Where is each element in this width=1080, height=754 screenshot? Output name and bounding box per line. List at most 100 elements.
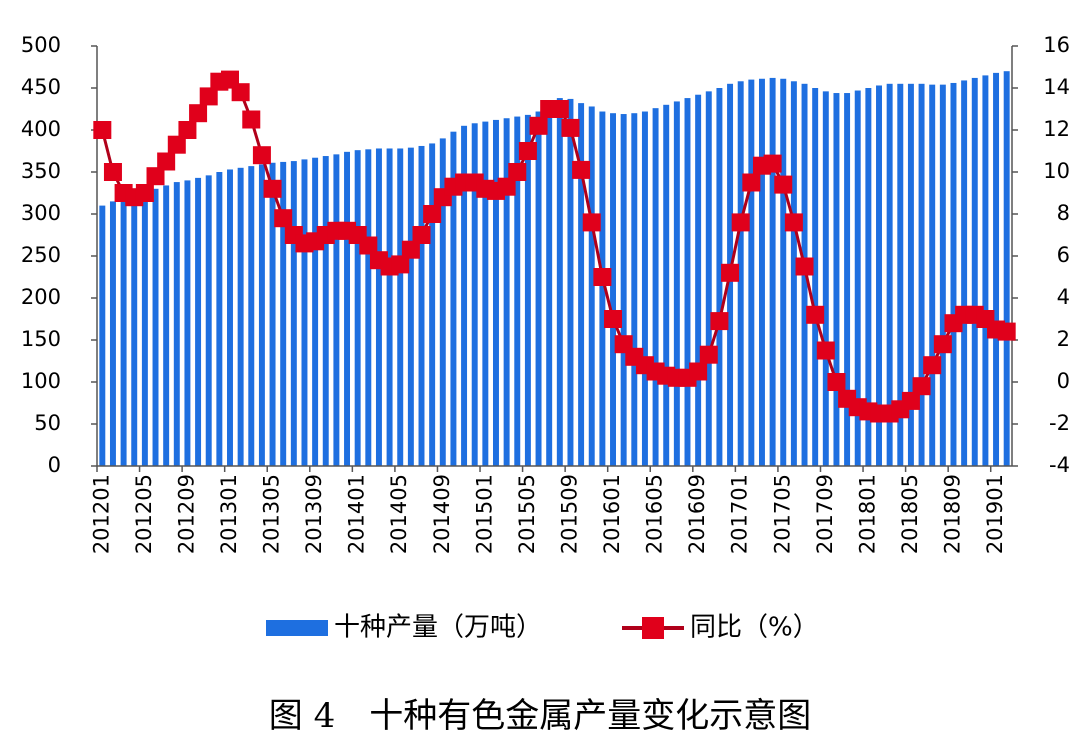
y2-tick-label: 6 xyxy=(1057,243,1070,267)
x-tick-label: 201705 xyxy=(770,474,794,554)
y-tick-label: 50 xyxy=(34,411,61,435)
marker xyxy=(593,268,612,286)
bar xyxy=(152,188,159,467)
marker xyxy=(561,118,580,137)
x-tick-label: 201509 xyxy=(557,474,581,554)
bar xyxy=(173,182,180,466)
y2-tick-label: -4 xyxy=(1049,453,1070,477)
bar xyxy=(556,98,563,466)
bar xyxy=(876,85,882,466)
bar xyxy=(333,154,340,467)
bar xyxy=(971,77,978,467)
marker xyxy=(721,263,740,282)
marker xyxy=(167,135,186,154)
bar xyxy=(514,116,521,466)
bar xyxy=(258,164,265,466)
bar xyxy=(844,93,851,466)
marker xyxy=(582,213,601,232)
bar xyxy=(950,82,957,467)
y-tick-label: 400 xyxy=(21,117,61,141)
x-tick-label: 201805 xyxy=(898,474,922,554)
bar xyxy=(993,72,1000,466)
bar xyxy=(684,98,691,466)
bar xyxy=(833,93,840,466)
marker xyxy=(806,305,825,324)
marker xyxy=(774,175,793,194)
marker xyxy=(263,179,282,198)
marker xyxy=(412,226,431,244)
marker xyxy=(923,356,942,375)
bar xyxy=(907,83,914,467)
marker xyxy=(604,310,623,328)
bar xyxy=(812,88,819,466)
x-tick-label: 201609 xyxy=(685,474,709,554)
bar xyxy=(524,114,531,466)
marker xyxy=(529,116,548,135)
x-tick-label: 201709 xyxy=(813,474,837,554)
bar xyxy=(673,101,680,466)
bar xyxy=(705,91,712,467)
bar xyxy=(354,150,361,466)
marker xyxy=(423,205,442,223)
bar xyxy=(312,157,319,466)
marker xyxy=(231,83,250,102)
marker xyxy=(359,236,378,255)
bar xyxy=(184,180,191,466)
bar xyxy=(758,78,765,466)
bar xyxy=(482,121,489,466)
bar xyxy=(386,148,393,467)
bar xyxy=(450,131,457,466)
bar xyxy=(897,83,904,467)
bar xyxy=(610,113,616,466)
bar xyxy=(227,169,233,467)
bar xyxy=(748,79,755,466)
bar xyxy=(163,185,170,466)
x-tick-label: 201205 xyxy=(132,474,156,554)
y-tick-label: 450 xyxy=(21,75,61,99)
x-tick-label: 201409 xyxy=(430,474,454,554)
bar xyxy=(865,88,872,466)
y2-tick-label: 4 xyxy=(1057,285,1070,309)
y2-tick-label: -2 xyxy=(1049,411,1070,435)
marker xyxy=(795,257,814,276)
bar xyxy=(493,119,499,467)
bar xyxy=(269,162,276,466)
marker xyxy=(391,255,410,274)
x-tick-label: 201305 xyxy=(260,474,284,554)
bar xyxy=(663,104,670,467)
marker xyxy=(784,213,803,232)
bar xyxy=(301,159,308,466)
bar xyxy=(578,103,585,467)
marker xyxy=(742,173,761,192)
y-tick-label: 350 xyxy=(21,159,61,183)
y2-tick-label: 0 xyxy=(1057,369,1070,393)
bar xyxy=(631,113,638,466)
marker xyxy=(199,87,218,106)
y-tick-label: 250 xyxy=(21,243,61,267)
x-tick-label: 201301 xyxy=(217,474,241,554)
legend-swatch xyxy=(266,620,328,636)
marker xyxy=(518,142,537,160)
bar xyxy=(961,80,968,466)
bar xyxy=(886,83,893,467)
marker xyxy=(901,391,920,410)
x-tick-label: 201309 xyxy=(302,474,326,554)
x-tick-label: 201701 xyxy=(728,474,752,554)
bar xyxy=(599,111,606,467)
y2-tick-label: 8 xyxy=(1057,201,1070,225)
marker xyxy=(135,184,154,202)
y2-tick-label: 14 xyxy=(1043,75,1070,99)
bar xyxy=(407,147,414,466)
bar xyxy=(737,81,744,466)
y2-tick-label: 16 xyxy=(1043,33,1070,57)
marker xyxy=(689,362,708,381)
bar xyxy=(418,145,425,466)
bar xyxy=(546,104,553,467)
bar xyxy=(588,106,595,466)
bar xyxy=(131,195,138,466)
x-tick-label: 201605 xyxy=(643,474,667,554)
marker xyxy=(274,209,293,228)
bar xyxy=(652,108,659,466)
bar xyxy=(939,84,946,466)
